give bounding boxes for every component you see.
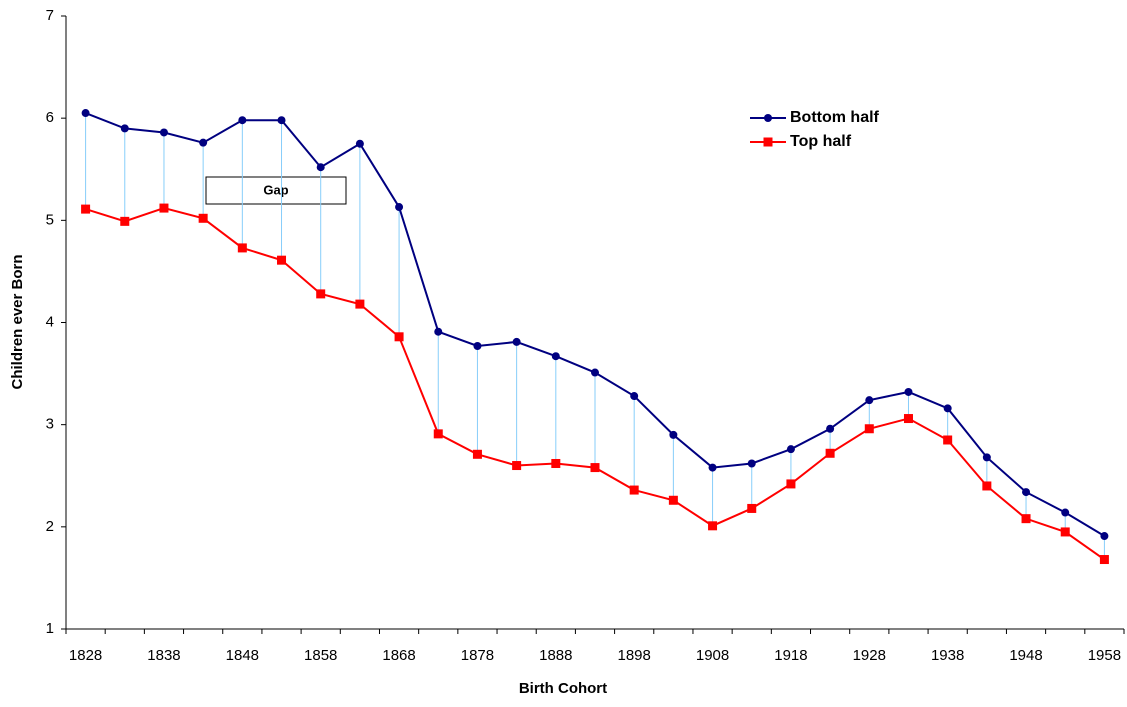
x-axis-title: Birth Cohort	[519, 680, 607, 697]
marker	[316, 163, 325, 172]
marker	[747, 459, 756, 468]
marker	[943, 435, 953, 445]
x-tick-label: 1948	[1009, 647, 1042, 664]
marker	[551, 352, 560, 361]
marker	[355, 139, 364, 148]
marker	[277, 255, 287, 265]
marker	[316, 289, 326, 299]
marker	[237, 243, 247, 253]
marker	[551, 458, 561, 468]
marker	[198, 213, 208, 223]
x-tick-label: 1908	[696, 647, 729, 664]
marker	[120, 216, 130, 226]
x-tick-label: 1928	[853, 647, 886, 664]
marker	[943, 404, 952, 413]
marker	[904, 387, 913, 396]
marker	[434, 327, 443, 336]
marker	[591, 368, 599, 377]
x-tick-label: 1878	[461, 647, 494, 664]
y-tick-label: 4	[46, 313, 54, 330]
marker	[590, 463, 600, 473]
marker	[865, 396, 874, 405]
marker	[512, 461, 522, 471]
marker	[394, 332, 404, 342]
x-tick-label: 1828	[69, 647, 102, 664]
marker	[472, 449, 482, 459]
marker	[1061, 508, 1070, 517]
marker	[982, 481, 992, 491]
marker	[81, 204, 91, 214]
marker	[159, 128, 168, 137]
x-tick-label: 1918	[774, 647, 807, 664]
x-tick-label: 1888	[539, 647, 572, 664]
x-tick-label: 1858	[304, 647, 337, 664]
marker	[825, 448, 835, 458]
y-tick-label: 1	[46, 620, 54, 637]
marker	[708, 521, 718, 531]
x-tick-label: 1958	[1088, 647, 1121, 664]
marker	[395, 203, 404, 212]
marker	[277, 116, 286, 125]
marker	[1100, 532, 1109, 541]
marker	[708, 463, 717, 472]
x-tick-label: 1938	[931, 647, 964, 664]
annotation: Gap	[263, 182, 288, 197]
marker	[786, 445, 795, 454]
marker	[1060, 527, 1070, 537]
marker	[903, 414, 913, 424]
legend-marker	[763, 137, 773, 147]
marker	[238, 116, 247, 125]
y-tick-label: 3	[46, 416, 54, 433]
marker	[747, 503, 757, 513]
marker	[668, 495, 678, 505]
x-tick-label: 1848	[226, 647, 259, 664]
marker	[982, 453, 991, 462]
marker	[81, 109, 90, 118]
y-tick-label: 7	[46, 7, 54, 24]
y-tick-label: 2	[46, 518, 54, 535]
marker	[473, 341, 482, 350]
y-axis-title: Children ever Born	[9, 254, 26, 389]
legend-label: Bottom half	[790, 109, 880, 126]
x-tick-label: 1838	[147, 647, 180, 664]
marker	[786, 479, 796, 489]
marker	[199, 138, 208, 147]
annotation-box	[205, 176, 347, 205]
legend-marker	[764, 114, 772, 122]
marker	[355, 299, 365, 309]
marker	[669, 430, 678, 439]
marker	[629, 485, 639, 495]
marker	[1022, 488, 1031, 497]
marker	[630, 392, 639, 401]
marker	[120, 124, 129, 133]
marker	[159, 203, 169, 213]
marker	[864, 424, 874, 434]
marker	[826, 424, 835, 433]
marker	[1021, 514, 1031, 524]
legend-label: Top half	[790, 133, 852, 150]
y-tick-label: 6	[46, 109, 54, 126]
y-tick-label: 5	[46, 211, 54, 228]
marker	[512, 337, 521, 346]
x-tick-label: 1868	[382, 647, 415, 664]
marker	[433, 429, 443, 439]
marker	[1099, 555, 1109, 565]
x-tick-label: 1898	[617, 647, 650, 664]
